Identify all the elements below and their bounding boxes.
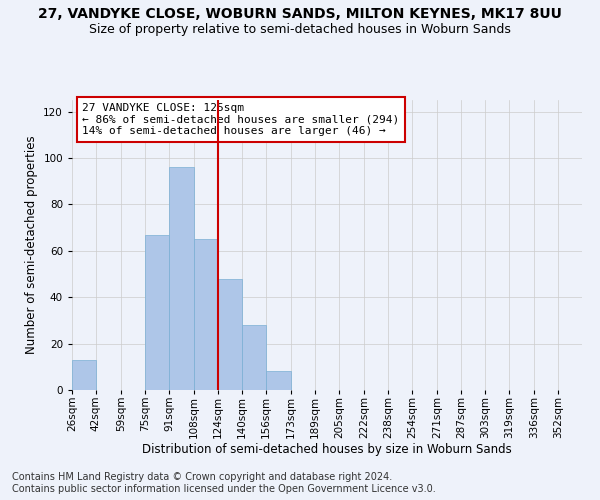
- Bar: [242, 325, 266, 390]
- Bar: [145, 234, 169, 390]
- Text: Contains public sector information licensed under the Open Government Licence v3: Contains public sector information licen…: [12, 484, 436, 494]
- Text: 27, VANDYKE CLOSE, WOBURN SANDS, MILTON KEYNES, MK17 8UU: 27, VANDYKE CLOSE, WOBURN SANDS, MILTON …: [38, 8, 562, 22]
- Text: Distribution of semi-detached houses by size in Woburn Sands: Distribution of semi-detached houses by …: [142, 442, 512, 456]
- Bar: [169, 168, 194, 390]
- Bar: [72, 360, 96, 390]
- Text: Contains HM Land Registry data © Crown copyright and database right 2024.: Contains HM Land Registry data © Crown c…: [12, 472, 392, 482]
- Bar: [194, 239, 218, 390]
- Text: Size of property relative to semi-detached houses in Woburn Sands: Size of property relative to semi-detach…: [89, 22, 511, 36]
- Text: 27 VANDYKE CLOSE: 125sqm
← 86% of semi-detached houses are smaller (294)
14% of : 27 VANDYKE CLOSE: 125sqm ← 86% of semi-d…: [82, 103, 400, 136]
- Bar: [266, 372, 291, 390]
- Y-axis label: Number of semi-detached properties: Number of semi-detached properties: [25, 136, 38, 354]
- Bar: [218, 278, 242, 390]
